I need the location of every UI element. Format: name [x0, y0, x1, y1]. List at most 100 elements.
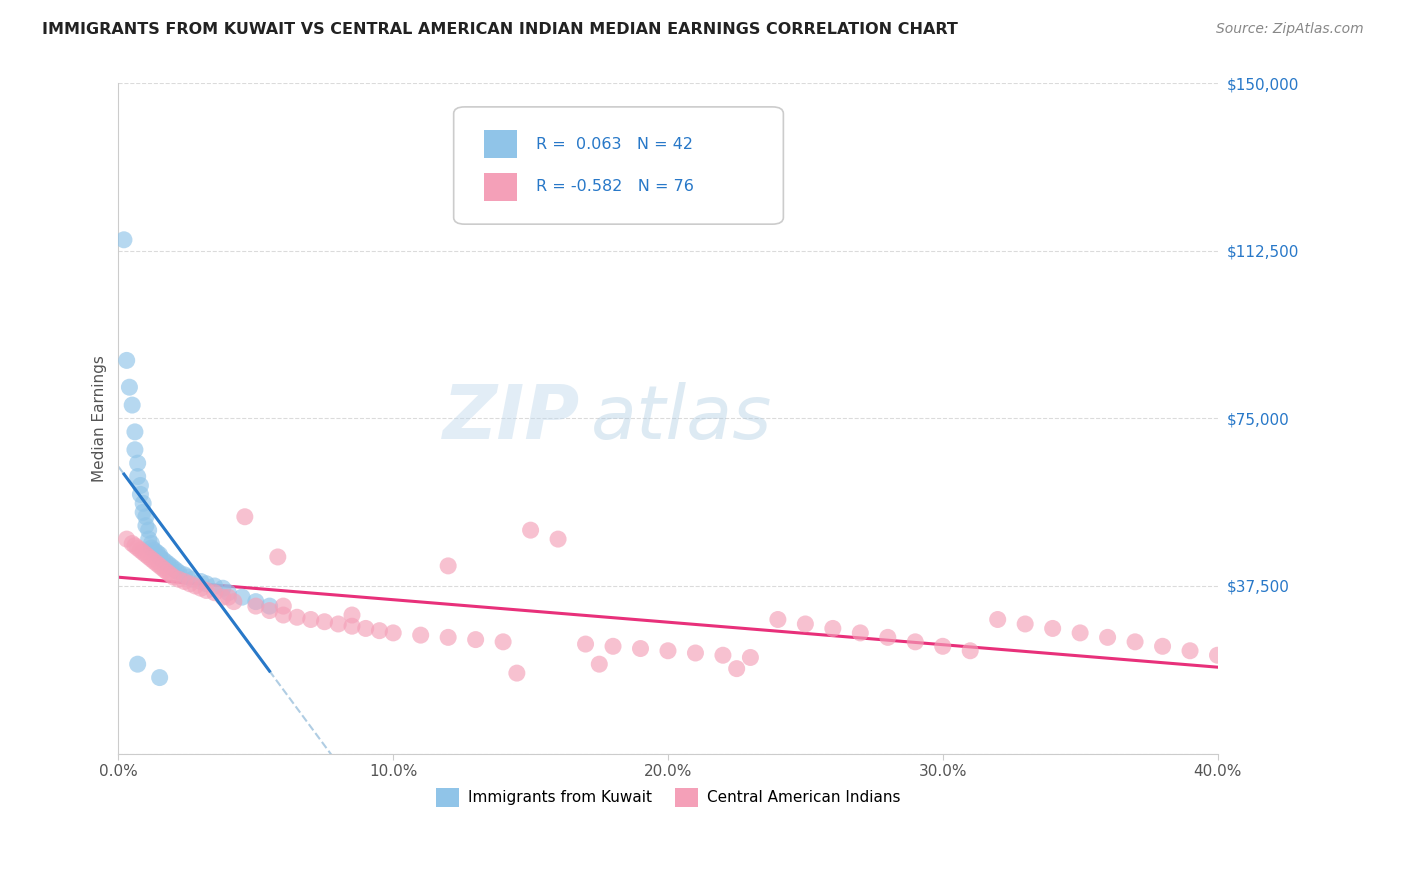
Point	[849, 626, 872, 640]
Point	[368, 624, 391, 638]
Point	[167, 566, 190, 580]
Point	[630, 641, 652, 656]
Point	[173, 567, 195, 582]
Point	[987, 613, 1010, 627]
Point	[190, 581, 212, 595]
Point	[217, 585, 239, 599]
Point	[285, 610, 308, 624]
Point	[299, 613, 322, 627]
Point	[173, 574, 195, 589]
Point	[409, 628, 432, 642]
Y-axis label: Median Earnings: Median Earnings	[93, 355, 107, 482]
Text: Source: ZipAtlas.com: Source: ZipAtlas.com	[1216, 22, 1364, 37]
Point	[1014, 617, 1036, 632]
Point	[179, 576, 201, 591]
Point	[112, 233, 135, 247]
Point	[271, 599, 294, 613]
Point	[519, 523, 541, 537]
Point	[354, 622, 377, 636]
Point	[132, 505, 155, 519]
Point	[904, 635, 927, 649]
Point	[167, 572, 190, 586]
Point	[794, 617, 817, 632]
Point	[1178, 644, 1201, 658]
Point	[195, 583, 218, 598]
Point	[190, 574, 212, 589]
Point	[156, 566, 179, 580]
Point	[437, 558, 460, 573]
Point	[267, 549, 290, 564]
Point	[725, 662, 748, 676]
Point	[932, 640, 955, 654]
Point	[124, 425, 146, 439]
Point	[127, 657, 149, 672]
Point	[121, 536, 143, 550]
Point	[129, 543, 152, 558]
Point	[602, 640, 624, 654]
Text: atlas: atlas	[591, 383, 772, 455]
Point	[138, 532, 160, 546]
Point	[204, 585, 226, 599]
Point	[588, 657, 610, 672]
Point	[184, 579, 207, 593]
Point	[141, 541, 163, 555]
Point	[124, 539, 146, 553]
Point	[340, 607, 363, 622]
Point	[146, 557, 169, 571]
Point	[176, 570, 198, 584]
Point	[711, 648, 734, 663]
Point	[233, 509, 256, 524]
Point	[138, 523, 160, 537]
Point	[165, 563, 187, 577]
Point	[149, 548, 172, 562]
FancyBboxPatch shape	[485, 172, 517, 201]
Point	[328, 617, 350, 632]
Point	[115, 532, 138, 546]
Point	[149, 558, 172, 573]
Point	[259, 603, 281, 617]
Point	[492, 635, 515, 649]
Point	[159, 558, 181, 573]
Point	[135, 509, 157, 524]
Point	[271, 607, 294, 622]
Point	[959, 644, 981, 658]
Text: IMMIGRANTS FROM KUWAIT VS CENTRAL AMERICAN INDIAN MEDIAN EARNINGS CORRELATION CH: IMMIGRANTS FROM KUWAIT VS CENTRAL AMERIC…	[42, 22, 957, 37]
Point	[222, 594, 245, 608]
Point	[547, 532, 569, 546]
Point	[127, 469, 149, 483]
Point	[1097, 631, 1119, 645]
Point	[876, 631, 898, 645]
Point	[574, 637, 596, 651]
Point	[259, 599, 281, 613]
Point	[685, 646, 707, 660]
Point	[1042, 622, 1064, 636]
Text: R =  0.063   N = 42: R = 0.063 N = 42	[536, 136, 693, 152]
Point	[129, 478, 152, 492]
Point	[152, 561, 174, 575]
Point	[212, 590, 235, 604]
Point	[115, 353, 138, 368]
Point	[766, 613, 789, 627]
Point	[314, 615, 336, 629]
Point	[464, 632, 486, 647]
Point	[204, 579, 226, 593]
FancyBboxPatch shape	[485, 130, 517, 159]
Point	[124, 442, 146, 457]
Point	[135, 518, 157, 533]
Point	[506, 666, 529, 681]
Point	[156, 557, 179, 571]
Point	[149, 671, 172, 685]
Legend: Immigrants from Kuwait, Central American Indians: Immigrants from Kuwait, Central American…	[430, 782, 907, 813]
Point	[162, 561, 184, 575]
Point	[1206, 648, 1229, 663]
Point	[121, 398, 143, 412]
Point	[181, 572, 204, 586]
Point	[141, 536, 163, 550]
Point	[1152, 640, 1174, 654]
Point	[143, 554, 166, 568]
Point	[195, 576, 218, 591]
Point	[162, 570, 184, 584]
Point	[146, 545, 169, 559]
Point	[153, 554, 176, 568]
Point	[1069, 626, 1091, 640]
